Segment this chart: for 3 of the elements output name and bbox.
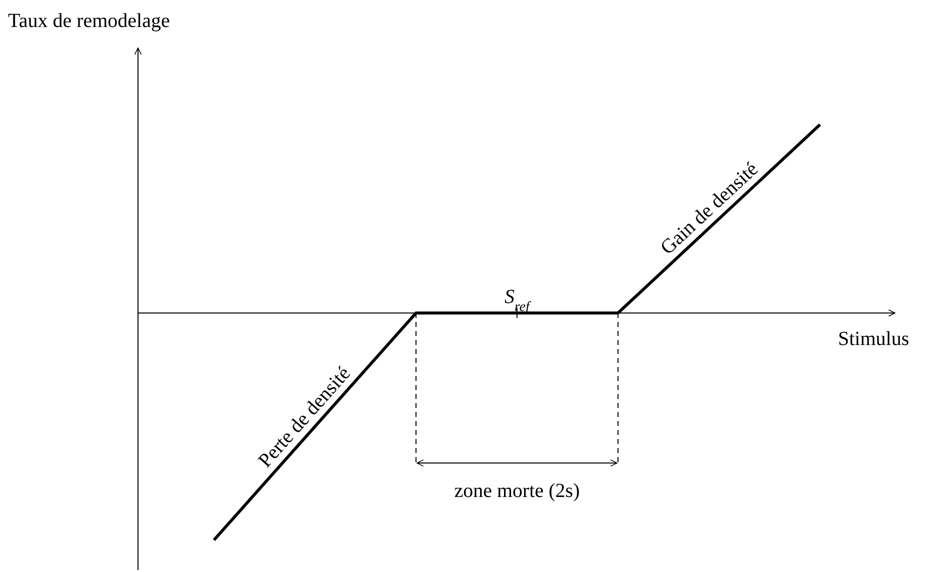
x-axis-title: Stimulus bbox=[838, 328, 910, 350]
annotation: zone morte (2s) bbox=[454, 480, 580, 502]
y-axis-title: Taux de remodelage bbox=[8, 10, 170, 32]
